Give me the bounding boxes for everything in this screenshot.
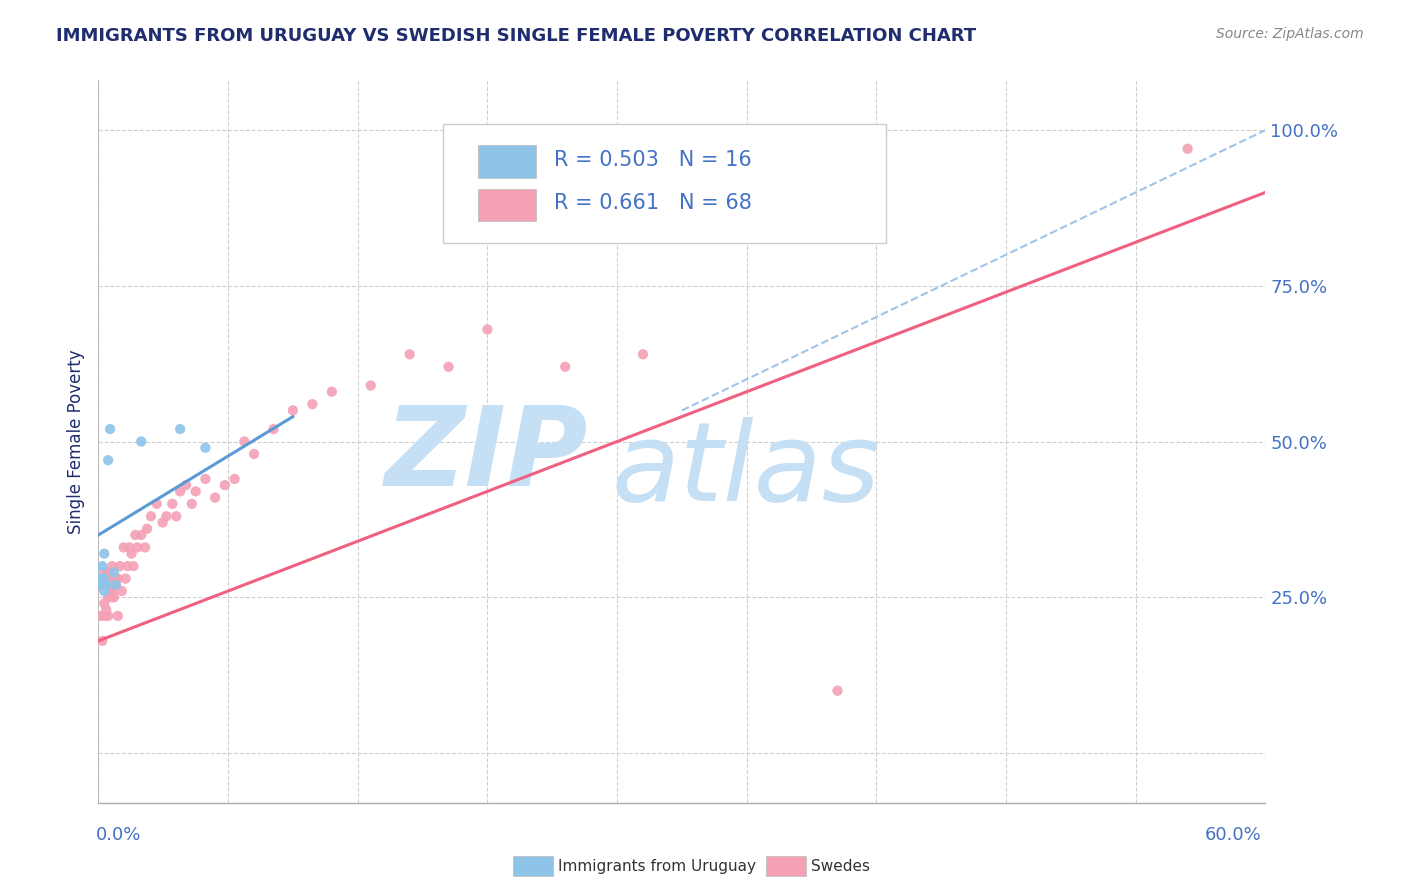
- Text: atlas: atlas: [612, 417, 880, 524]
- Point: [93, 597, 115, 611]
- Point: [104, 572, 127, 586]
- Point: [89, 578, 111, 592]
- Point: [104, 578, 127, 592]
- Point: [97, 566, 120, 580]
- Point: [124, 528, 146, 542]
- Text: IMMIGRANTS FROM URUGUAY VS SWEDISH SINGLE FEMALE POVERTY CORRELATION CHART: IMMIGRANTS FROM URUGUAY VS SWEDISH SINGL…: [56, 27, 976, 45]
- Point: [93, 584, 115, 599]
- Y-axis label: Single Female Poverty: Single Female Poverty: [66, 350, 84, 533]
- Point: [136, 522, 159, 536]
- Point: [174, 478, 197, 492]
- Point: [122, 559, 145, 574]
- Point: [96, 603, 118, 617]
- Point: [152, 516, 174, 530]
- Point: [224, 472, 246, 486]
- Point: [146, 497, 169, 511]
- Text: Source: ZipAtlas.com: Source: ZipAtlas.com: [1216, 27, 1364, 41]
- Point: [114, 572, 136, 586]
- Point: [301, 397, 323, 411]
- Point: [103, 566, 125, 580]
- Point: [112, 541, 135, 555]
- Point: [96, 578, 118, 592]
- Text: Immigrants from Uruguay: Immigrants from Uruguay: [558, 859, 756, 873]
- Point: [184, 484, 207, 499]
- Text: R = 0.503   N = 16: R = 0.503 N = 16: [554, 150, 751, 169]
- Point: [97, 453, 120, 467]
- FancyBboxPatch shape: [443, 124, 886, 243]
- Point: [204, 491, 226, 505]
- Point: [1177, 142, 1199, 156]
- Point: [169, 484, 191, 499]
- Point: [107, 609, 129, 624]
- Point: [437, 359, 460, 374]
- Point: [554, 359, 576, 374]
- Point: [194, 441, 217, 455]
- Point: [118, 541, 141, 555]
- Point: [96, 578, 118, 592]
- Point: [243, 447, 266, 461]
- Point: [97, 578, 120, 592]
- Point: [631, 347, 654, 361]
- Point: [89, 578, 111, 592]
- Point: [398, 347, 420, 361]
- Point: [93, 578, 115, 592]
- Point: [827, 683, 849, 698]
- Point: [477, 322, 499, 336]
- Point: [134, 541, 156, 555]
- Point: [96, 578, 118, 592]
- Point: [165, 509, 187, 524]
- Point: [93, 609, 115, 624]
- Point: [98, 584, 121, 599]
- Point: [111, 584, 134, 599]
- Point: [262, 422, 284, 436]
- Point: [194, 472, 217, 486]
- Point: [89, 572, 111, 586]
- Point: [98, 578, 121, 592]
- Point: [117, 559, 139, 574]
- Point: [97, 609, 120, 624]
- Point: [101, 591, 124, 605]
- Point: [103, 591, 125, 605]
- Point: [169, 422, 191, 436]
- Point: [96, 572, 118, 586]
- Point: [129, 434, 152, 449]
- Text: R = 0.661   N = 68: R = 0.661 N = 68: [554, 193, 751, 213]
- Point: [93, 566, 115, 580]
- Point: [321, 384, 343, 399]
- Point: [360, 378, 382, 392]
- Point: [93, 547, 115, 561]
- Point: [101, 559, 124, 574]
- Point: [93, 572, 115, 586]
- Point: [233, 434, 256, 449]
- FancyBboxPatch shape: [478, 145, 536, 178]
- Point: [127, 541, 149, 555]
- Point: [103, 578, 125, 592]
- Point: [89, 609, 111, 624]
- Point: [214, 478, 236, 492]
- Point: [107, 572, 129, 586]
- Text: ZIP: ZIP: [385, 402, 589, 509]
- Point: [91, 633, 114, 648]
- FancyBboxPatch shape: [478, 188, 536, 221]
- Point: [104, 578, 127, 592]
- Text: 0.0%: 0.0%: [96, 826, 141, 844]
- Point: [98, 572, 121, 586]
- Point: [91, 572, 114, 586]
- Point: [139, 509, 162, 524]
- Point: [281, 403, 304, 417]
- Point: [121, 547, 143, 561]
- Point: [180, 497, 202, 511]
- Point: [155, 509, 177, 524]
- Text: 60.0%: 60.0%: [1205, 826, 1261, 844]
- Point: [162, 497, 184, 511]
- Point: [91, 559, 114, 574]
- Point: [91, 578, 114, 592]
- Point: [101, 584, 124, 599]
- Text: Swedes: Swedes: [811, 859, 870, 873]
- Point: [97, 591, 120, 605]
- Point: [98, 422, 121, 436]
- Point: [108, 559, 131, 574]
- Point: [129, 528, 152, 542]
